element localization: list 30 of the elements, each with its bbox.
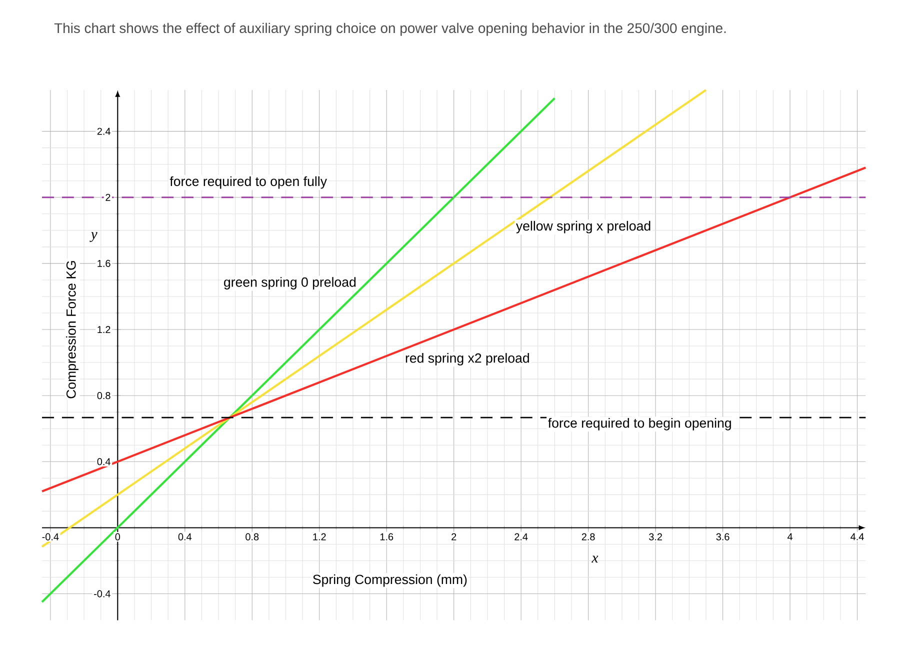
x-tick-label: 3.6 — [716, 533, 730, 540]
y-tick-label: 0.8 — [97, 392, 110, 400]
x-tick-label: 4 — [787, 533, 793, 540]
chart-title: This chart shows the effect of auxiliary spring choice on power valve opening behavior in the 250/300 engine. — [54, 22, 726, 36]
y-tick-label: 1.6 — [98, 260, 110, 267]
x-tick-label: 0.4 — [178, 533, 192, 540]
ref-line-label: force required to begin opening — [548, 418, 731, 430]
y-tick-label: -0.4 — [94, 590, 110, 598]
annotation: x — [592, 556, 598, 562]
x-tick-label: 2.8 — [582, 533, 595, 540]
x-axis-title: Spring Compression (mm) — [313, 574, 467, 587]
x-tick-label: 2 — [452, 533, 456, 540]
x-tick-label: 0.8 — [246, 533, 259, 540]
y-tick-label: 0.4 — [97, 458, 110, 466]
series-label: green spring 0 preload — [224, 276, 356, 290]
x-tick-label: 1.2 — [313, 533, 326, 540]
annotation: y — [90, 232, 98, 242]
x-tick-label: -0.4 — [42, 533, 59, 540]
series-label: yellow spring x preload — [516, 220, 650, 234]
x-tick-label: 2.4 — [514, 533, 528, 540]
x-tick-label: 0 — [115, 533, 120, 540]
x-tick-label: 1.6 — [380, 533, 394, 540]
y-tick-label: 1.2 — [98, 326, 110, 333]
series-label: red spring x2 preload — [406, 352, 529, 366]
y-tick-label: 2.4 — [97, 128, 110, 135]
ref-line-label: force required to open fully — [170, 176, 327, 189]
y-tick-label: 2 — [106, 194, 110, 201]
x-tick-label: 3.2 — [649, 533, 662, 540]
y-axis-title: Compression Force KG — [66, 260, 78, 398]
x-tick-label: 4.4 — [850, 533, 864, 540]
